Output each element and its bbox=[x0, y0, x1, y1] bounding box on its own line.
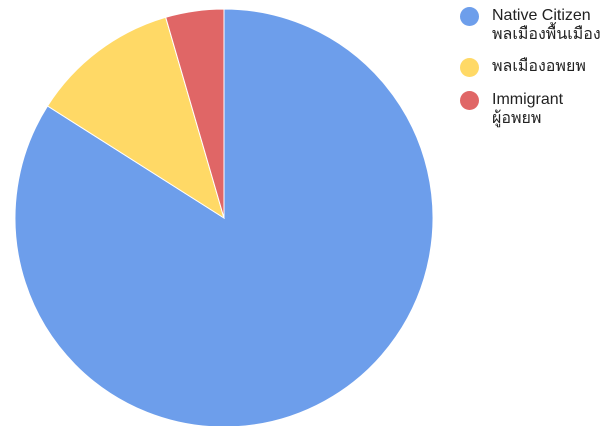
pie-slice-3[interactable] bbox=[165, 8, 225, 219]
pie-slices bbox=[14, 8, 434, 426]
legend-label-migrant-citizen: พลเมืองอพยพ bbox=[492, 57, 586, 76]
legend-item-native-citizen[interactable]: Native Citizen พลเมืองพื้นเมือง bbox=[460, 6, 601, 44]
legend: Native Citizen พลเมืองพื้นเมือง พลเมืองอ… bbox=[460, 6, 601, 141]
legend-label-th: ผู้อพยพ bbox=[492, 110, 542, 127]
legend-label-th: พลเมืองพื้นเมือง bbox=[492, 26, 601, 43]
legend-item-migrant-citizen[interactable]: พลเมืองอพยพ bbox=[460, 57, 601, 77]
legend-swatch-migrant-citizen bbox=[460, 58, 479, 77]
legend-swatch-immigrant bbox=[460, 91, 479, 110]
legend-label-en: Immigrant bbox=[492, 91, 564, 108]
legend-label-th: พลเมืองอพยพ bbox=[492, 58, 586, 75]
legend-label-native-citizen: Native Citizen พลเมืองพื้นเมือง bbox=[492, 6, 601, 44]
legend-label-immigrant: Immigrant ผู้อพยพ bbox=[492, 90, 563, 128]
legend-item-immigrant[interactable]: Immigrant ผู้อพยพ bbox=[460, 90, 601, 128]
legend-label-en: Native Citizen bbox=[492, 7, 591, 24]
pie-slice-1[interactable] bbox=[14, 8, 434, 426]
legend-swatch-native-citizen bbox=[460, 7, 479, 26]
